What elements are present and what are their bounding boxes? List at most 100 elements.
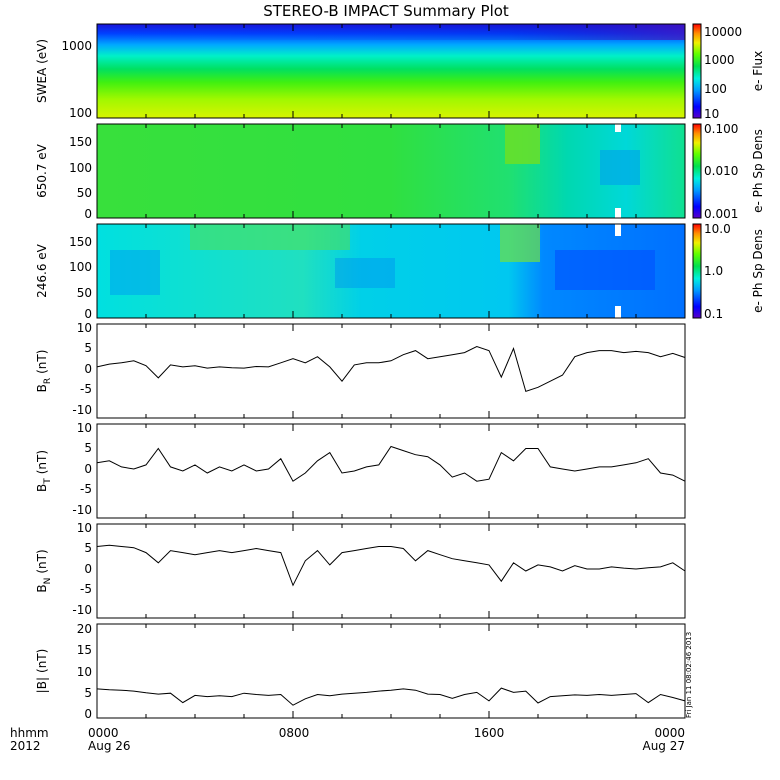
p650-cb-tick-0100: 0.100 (704, 122, 738, 136)
p246-band-5 (555, 250, 655, 290)
p246-ytick-0: 0 (84, 307, 92, 321)
bn-ytick-0: 0 (84, 562, 92, 576)
bt-ylabel-main: B (35, 484, 49, 492)
panel-650: 150 100 50 0 650.7 eV 0.100 0.010 0.001 … (35, 122, 765, 221)
bmag-ylabel: |B| (nT) (35, 649, 49, 694)
bmag-ytick-5: 5 (84, 686, 92, 700)
bt-ytick-m10: -10 (72, 503, 92, 517)
p650-band-1 (505, 124, 540, 164)
panel-swea: 1000 100 SWEA (eV) 10000 1000 100 10 e- … (35, 23, 765, 121)
bt-ylabel: BT (nT) (35, 450, 53, 492)
date-end: Aug 27 (642, 739, 685, 753)
panel-bmag: 20 15 10 5 0 |B| (nT) Fri Jan 11 08:02:46… (35, 622, 693, 721)
creation-stamp: Fri Jan 11 08:02:46 2013 (685, 632, 693, 718)
bn-ytick-5: 5 (84, 541, 92, 555)
p650-ytick-150: 150 (69, 135, 92, 149)
bmag-ytick-10: 10 (77, 665, 92, 679)
swea-cb-tick-100: 100 (704, 82, 727, 96)
swea-cb-tick-10: 10 (704, 107, 719, 121)
bmag-ytick-15: 15 (77, 643, 92, 657)
swea-ytick-1000: 1000 (61, 39, 92, 53)
br-ylabel-unit: (nT) (35, 350, 49, 374)
p246-ytick-150: 150 (69, 235, 92, 249)
bt-ylabel-unit: (nT) (35, 450, 49, 474)
p650-gap-1 (615, 124, 621, 132)
bmag-ytick-0: 0 (84, 707, 92, 721)
bn-ylabel-unit: (nT) (35, 549, 49, 573)
br-ytick-5: 5 (84, 341, 92, 355)
p246-gap-2 (615, 306, 621, 318)
p246-cb-tick-01: 0.1 (704, 307, 723, 321)
p650-ylabel: 650.7 eV (35, 143, 49, 198)
bt-frame (96, 423, 686, 519)
p246-cb-tick-10: 10.0 (704, 222, 731, 236)
p246-gap-1 (615, 224, 621, 236)
p650-cb-tick-0010: 0.010 (704, 164, 738, 178)
footer-hhmm-label: hhmm (10, 726, 49, 740)
bn-ytick-10: 10 (77, 521, 92, 535)
p246-band-3 (110, 250, 160, 295)
panel-bn: 10 5 0 -5 -10 BN (nT) (35, 521, 686, 619)
p650-ytick-50: 50 (77, 186, 92, 200)
swea-ytick-100: 100 (69, 106, 92, 120)
bn-ytick-m10: -10 (72, 603, 92, 617)
p246-ytick-100: 100 (69, 260, 92, 274)
xtick-0000-start: 0000 (88, 726, 119, 740)
date-start: Aug 26 (88, 739, 131, 753)
p650-gap-2 (615, 208, 621, 218)
bmag-ytick-20: 20 (77, 622, 92, 636)
bt-ylabel-sub: T (43, 478, 53, 485)
br-ylabel-main: B (35, 384, 49, 392)
p246-colorbar (692, 223, 702, 319)
bt-ytick-10: 10 (77, 421, 92, 435)
p246-band-4 (335, 258, 395, 288)
p246-band-2 (500, 224, 540, 262)
panel-br: 10 5 0 -5 -10 BR (nT) (35, 321, 686, 419)
footer-year-label: 2012 (10, 739, 41, 753)
bt-ytick-m5: -5 (80, 482, 92, 496)
bmag-ylabel-unit: (nT) (35, 649, 49, 673)
p246-ylabel: 246.6 eV (35, 243, 49, 298)
p650-colorbar (692, 123, 702, 219)
xtick-1600: 1600 (474, 726, 505, 740)
bn-series-line (96, 544, 686, 587)
br-ylabel-sub: R (43, 378, 53, 384)
br-ylabel: BR (nT) (35, 350, 53, 393)
br-series-line (96, 345, 686, 393)
p650-cb-tick-0001: 0.001 (704, 207, 738, 221)
p650-band-2 (600, 150, 640, 185)
bn-ytick-m5: -5 (80, 582, 92, 596)
br-ytick-m5: -5 (80, 382, 92, 396)
br-frame (96, 323, 686, 419)
bn-ylabel-main: B (35, 584, 49, 592)
panel-246: 150 100 50 0 246.6 eV 10.0 1.0 0.1 e- Ph… (35, 222, 765, 321)
p246-band-1 (190, 224, 350, 250)
bmag-ylabel-main: |B| (35, 677, 49, 693)
swea-colorbar (692, 23, 702, 119)
p650-spectrogram (97, 124, 685, 218)
p650-ytick-0: 0 (84, 207, 92, 221)
bmag-series-line (96, 687, 686, 706)
bn-ylabel: BN (nT) (35, 549, 53, 592)
bn-frame (96, 523, 686, 619)
panel-bt: 10 5 0 -5 -10 BT (nT) (35, 421, 686, 519)
p246-cb-label: e- Ph Sp Dens (751, 229, 765, 313)
xtick-0000-end: 0000 (654, 726, 685, 740)
p650-cb-label: e- Ph Sp Dens (751, 129, 765, 213)
swea-cb-tick-10000: 10000 (704, 25, 742, 39)
p246-cb-tick-1: 1.0 (704, 264, 723, 278)
bn-ylabel-sub: N (43, 578, 53, 585)
swea-cb-tick-1000: 1000 (704, 53, 735, 67)
p246-ytick-50: 50 (77, 286, 92, 300)
bt-series-line (96, 445, 686, 482)
bmag-frame (96, 623, 686, 719)
chart-title: STEREO-B IMPACT Summary Plot (263, 2, 509, 20)
br-ytick-10: 10 (77, 321, 92, 335)
bt-ytick-5: 5 (84, 441, 92, 455)
xtick-0800: 0800 (279, 726, 310, 740)
time-axis-labels: hhmm 2012 0000 0800 1600 0000 Aug 26 Aug… (10, 726, 685, 753)
bt-ytick-0: 0 (84, 462, 92, 476)
swea-cb-label: e- Flux (751, 51, 765, 91)
br-ytick-0: 0 (84, 362, 92, 376)
